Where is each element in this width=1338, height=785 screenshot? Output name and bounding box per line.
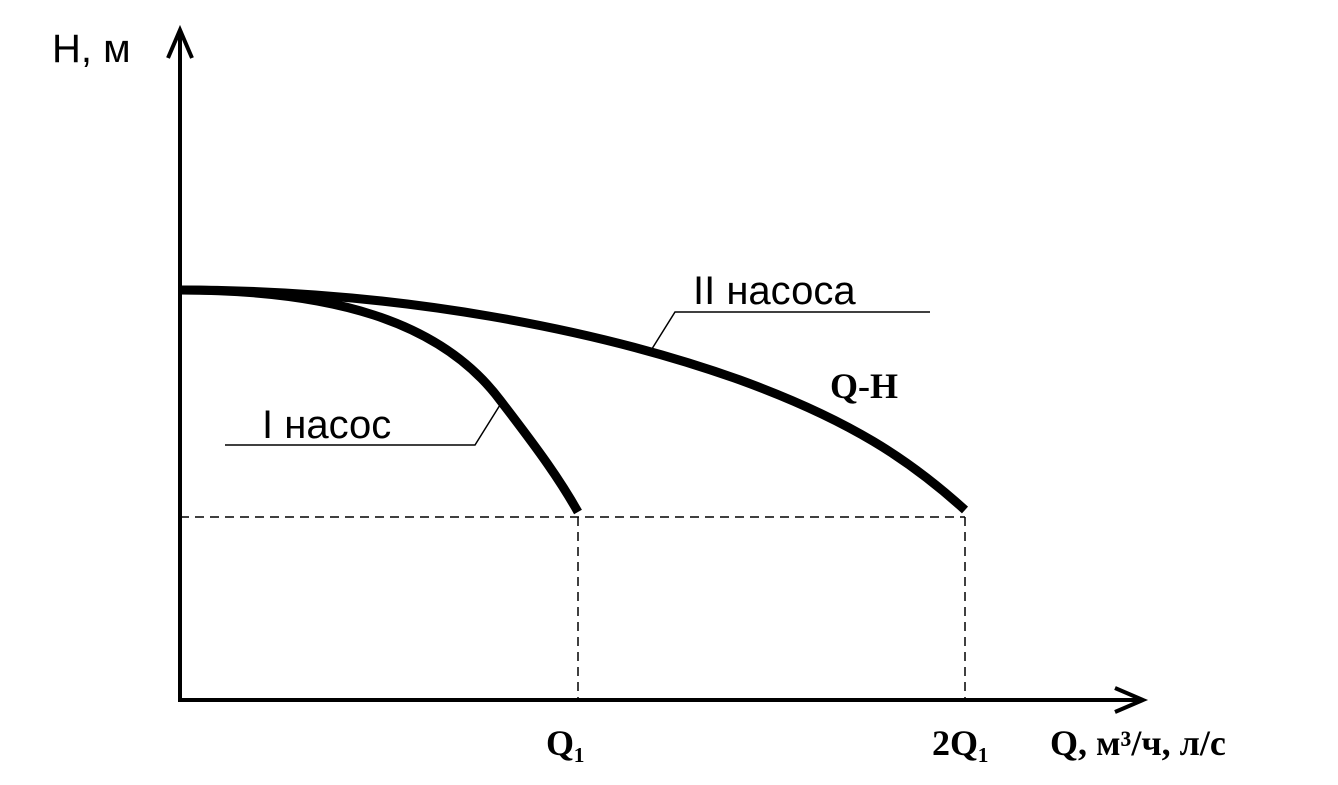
curve-two-pumps bbox=[179, 285, 969, 514]
tick-q1: Q₁ bbox=[546, 723, 585, 763]
guides bbox=[180, 516, 966, 700]
leader-two bbox=[649, 311, 930, 353]
x-label: Q, м³/ч, л/с bbox=[1050, 723, 1226, 763]
label-qh: Q-H bbox=[830, 366, 898, 406]
leader-one bbox=[225, 404, 501, 446]
y-arrow bbox=[166, 24, 194, 59]
tick-2q1: 2Q₁ bbox=[932, 723, 989, 763]
y-label: H, м bbox=[52, 27, 131, 71]
x-arrow bbox=[1114, 686, 1149, 714]
label-two-pumps: II насоса bbox=[693, 269, 856, 313]
label-one-pump: I насос bbox=[262, 403, 391, 447]
